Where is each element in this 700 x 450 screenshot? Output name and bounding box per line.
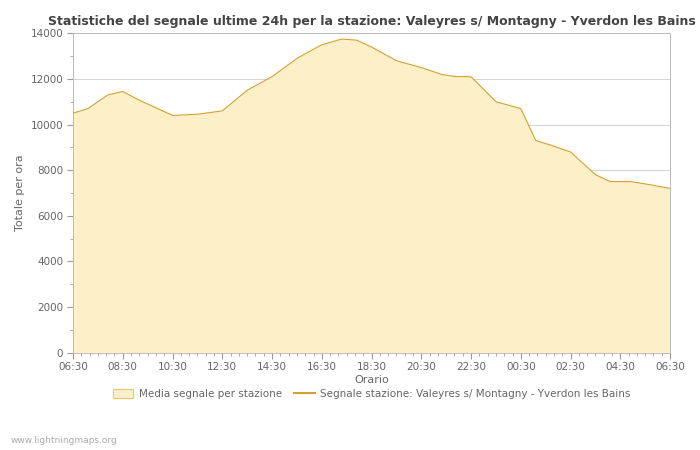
Legend: Media segnale per stazione, Segnale stazione: Valeyres s/ Montagny - Yverdon les: Media segnale per stazione, Segnale staz… bbox=[108, 385, 635, 403]
Title: Statistiche del segnale ultime 24h per la stazione: Valeyres s/ Montagny - Yverd: Statistiche del segnale ultime 24h per l… bbox=[48, 15, 695, 28]
Y-axis label: Totale per ora: Totale per ora bbox=[15, 155, 25, 231]
Text: www.lightningmaps.org: www.lightningmaps.org bbox=[10, 436, 118, 445]
X-axis label: Orario: Orario bbox=[354, 375, 389, 385]
